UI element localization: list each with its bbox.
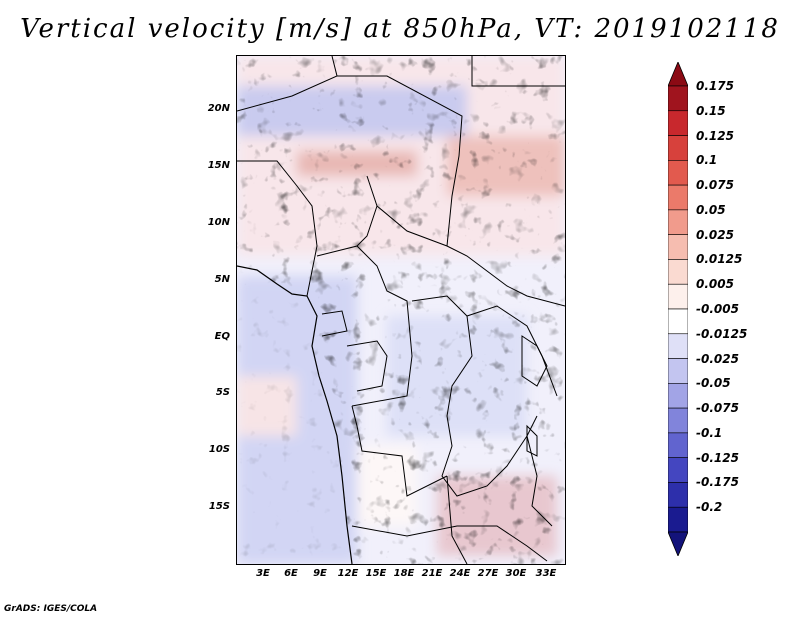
lat-label-15n: 15N <box>207 160 230 171</box>
colorbar-swatch <box>668 506 688 533</box>
lat-label-10s: 10S <box>208 444 230 455</box>
lon-label-30e: 30E <box>505 568 527 579</box>
lon-label-9e: 9E <box>313 568 327 579</box>
colorbar-level-label: 0.125 <box>696 128 734 143</box>
colorbar-swatch <box>668 383 688 409</box>
colorbar-swatch <box>668 308 688 335</box>
colorbar-level-label: -0.025 <box>696 351 739 366</box>
colorbar-level-label: -0.075 <box>696 401 739 416</box>
colorbar-swatch <box>668 209 688 235</box>
colorbar-level-label: -0.0125 <box>696 326 748 341</box>
colorbar-swatch <box>668 259 688 285</box>
vertical-velocity-map <box>236 55 566 565</box>
colorbar-level-label: 0.005 <box>696 277 734 292</box>
colorbar-swatch <box>668 482 688 508</box>
lat-label-10n: 10N <box>207 217 230 228</box>
colorbar-level-label: -0.05 <box>696 376 731 391</box>
colorbar-level-label: -0.2 <box>696 500 723 515</box>
country-borders <box>237 56 565 564</box>
colorbar-top-arrow <box>668 62 688 87</box>
lat-label-5n: 5N <box>214 274 230 285</box>
colorbar-level-label: -0.125 <box>696 450 739 465</box>
colorbar-level-label: 0.1 <box>696 153 718 168</box>
colorbar-swatch <box>668 85 688 112</box>
colorbar-swatch <box>668 407 688 434</box>
colorbar-swatch <box>668 457 688 483</box>
colorbar-swatch <box>668 333 688 359</box>
colorbar-swatch <box>668 135 688 161</box>
colorbar-swatch <box>668 110 688 136</box>
colorbar-swatch <box>668 358 688 384</box>
colorbar-level-label: 0.025 <box>696 227 734 242</box>
colorbar-swatch <box>668 184 688 211</box>
lon-label-18e: 18E <box>393 568 415 579</box>
colorbar-level-label: 0.05 <box>696 202 726 217</box>
lon-label-15e: 15E <box>365 568 387 579</box>
colorbar-swatch <box>668 283 688 310</box>
colorbar-swatch <box>668 160 688 186</box>
lon-label-6e: 6E <box>284 568 298 579</box>
lat-label-5s: 5S <box>215 387 230 398</box>
lon-label-12e: 12E <box>337 568 359 579</box>
colorbar <box>668 62 688 556</box>
colorbar-swatch <box>668 234 688 260</box>
map-field <box>237 56 565 564</box>
colorbar-bottom-arrow <box>668 531 688 556</box>
lat-label-eq: EQ <box>214 331 230 342</box>
lat-label-20n: 20N <box>207 103 230 114</box>
colorbar-level-label: 0.075 <box>696 178 734 193</box>
lat-label-15s: 15S <box>208 501 230 512</box>
lon-label-24e: 24E <box>449 568 471 579</box>
lon-label-21e: 21E <box>421 568 443 579</box>
lon-label-27e: 27E <box>477 568 499 579</box>
colorbar-level-label: 0.175 <box>696 79 734 93</box>
chart-title: Vertical velocity [m/s] at 850hPa, VT: 2… <box>20 14 780 44</box>
colorbar-swatch <box>668 432 688 458</box>
colorbar-level-label: 0.0125 <box>696 252 743 267</box>
colorbar-level-label: -0.175 <box>696 475 739 490</box>
footer-credit: GrADS: IGES/COLA <box>4 604 98 614</box>
colorbar-level-label: -0.1 <box>696 425 723 440</box>
lon-label-3e: 3E <box>256 568 270 579</box>
lon-label-33e: 33E <box>535 568 557 579</box>
colorbar-level-label: 0.15 <box>696 103 726 118</box>
colorbar-level-label: -0.005 <box>696 302 739 316</box>
